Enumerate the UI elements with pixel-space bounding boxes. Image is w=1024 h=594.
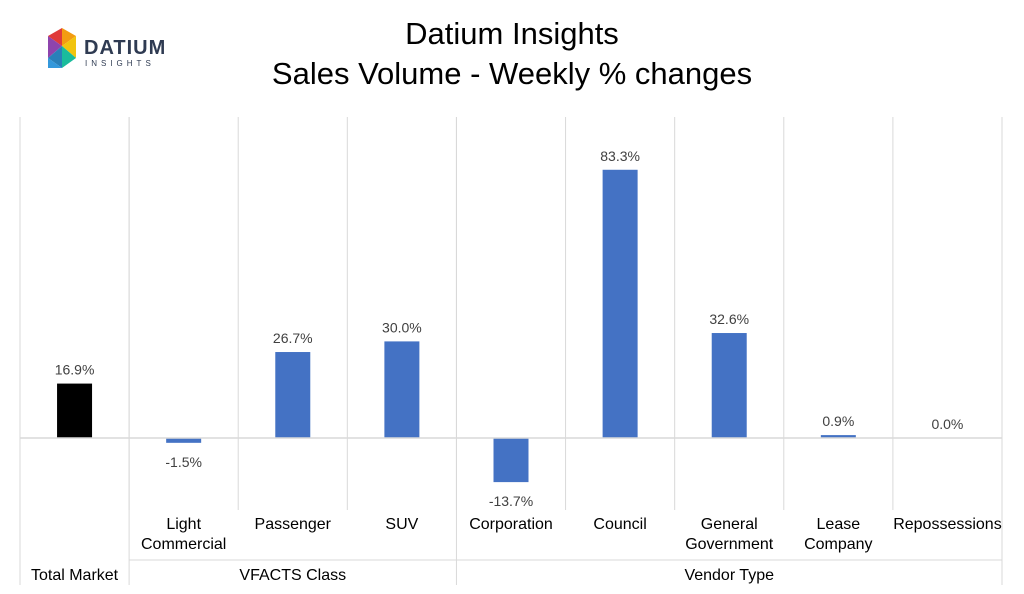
logo-tagline: INSIGHTS — [85, 59, 155, 68]
category-label: Lease — [817, 516, 861, 533]
category-label: General — [701, 516, 758, 533]
data-label: 26.7% — [273, 330, 313, 346]
category-label: Council — [593, 516, 646, 533]
chart-title-line2: Sales Volume - Weekly % changes — [271, 56, 753, 91]
category-label: Commercial — [141, 536, 226, 553]
group-label: Vendor Type — [684, 567, 774, 584]
bar — [711, 333, 747, 438]
group-label: VFACTS Class — [239, 567, 346, 584]
bar — [275, 352, 311, 438]
category-label: SUV — [385, 516, 418, 533]
category-label: Government — [685, 536, 774, 553]
data-label: 83.3% — [600, 148, 640, 164]
bar — [493, 438, 529, 483]
data-label: 30.0% — [382, 319, 422, 335]
data-label: 16.9% — [55, 362, 95, 378]
data-label: 32.6% — [709, 311, 749, 327]
category-label: Repossessions — [893, 516, 1002, 533]
data-label: 0.9% — [822, 413, 854, 429]
data-label: -13.7% — [489, 493, 533, 509]
category-label: Light — [166, 516, 201, 533]
bar — [820, 435, 856, 438]
category-label: Corporation — [469, 516, 553, 533]
logo-name: DATIUM — [84, 37, 166, 59]
datium-logo: DATIUM INSIGHTS — [48, 28, 166, 68]
chart-title-line1: Datium Insights — [405, 16, 619, 51]
bar — [57, 383, 93, 438]
group-label: Total Market — [31, 567, 119, 584]
bar — [166, 438, 202, 443]
data-label: -1.5% — [165, 454, 202, 470]
bar — [384, 341, 420, 438]
category-label: Passenger — [255, 516, 332, 533]
data-label: 0.0% — [931, 416, 963, 432]
bar — [602, 169, 638, 439]
category-label: Company — [804, 536, 872, 553]
